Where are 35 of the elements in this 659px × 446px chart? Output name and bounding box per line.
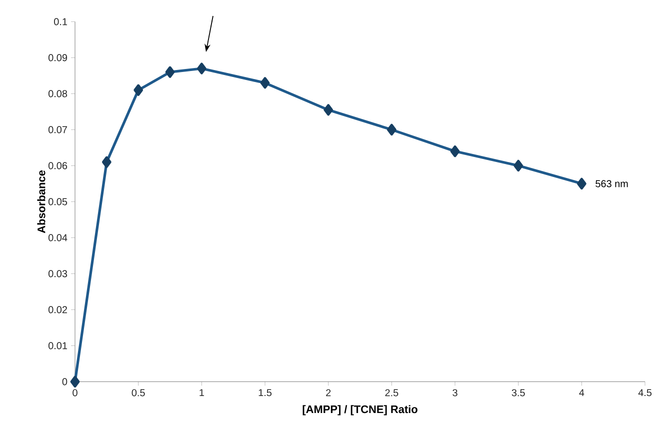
x-tick-label: 3.5 [512,389,525,396]
y-tick-label: 0.01 [48,342,68,350]
x-axis-title: [AMPP] / [TCNE] Ratio [302,405,418,416]
y-tick-label: 0.03 [48,270,68,278]
y-tick-label: 0.05 [48,198,68,206]
x-tick-label: 2.5 [385,389,398,396]
point [70,376,80,388]
y-tick-label: 0.06 [48,162,68,170]
x-tick-label: 4 [579,389,584,396]
y-tick-label: 0.04 [48,234,68,242]
y-tick-label: 0.02 [48,306,67,314]
x-tick-label: 3 [452,389,458,396]
point [386,124,396,136]
point [577,178,586,190]
point [197,62,206,74]
x-tick-label: 1 [200,389,204,396]
x-tick-label: 4.5 [638,389,652,396]
x-tick-label: 0.5 [132,389,145,396]
x-tick-label: 0 [72,389,78,396]
point [102,156,112,168]
y-axis-title: Absorbance [37,170,46,234]
point [134,84,144,96]
point [450,145,460,158]
y-tick-label: 0 [62,378,68,386]
annotation: 563 nm [596,180,628,188]
x-tick-label: 2 [326,389,331,396]
point [165,66,175,78]
point [324,104,334,116]
y-tick-label: 0.07 [48,126,67,134]
y-tick-label: 0.09 [48,54,68,62]
y-tick-label: 0.1 [54,18,68,26]
y-tick-label: 0.08 [48,90,68,98]
x-tick-label: 1.5 [258,389,272,396]
point [514,160,524,172]
point [260,77,270,89]
